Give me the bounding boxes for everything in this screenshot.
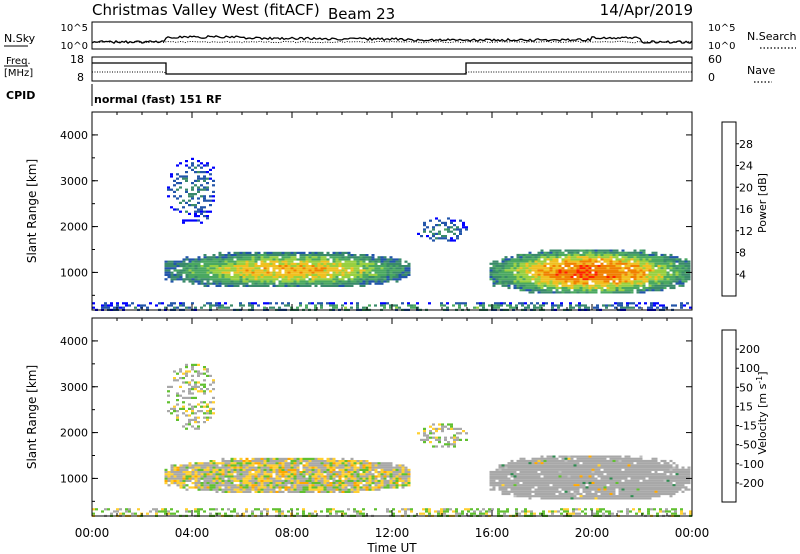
y-tick-label: 4000 (60, 335, 88, 348)
velocity-ylabel: Slant Range [km] (25, 365, 39, 469)
colorbar-tick-label: 200 (739, 343, 760, 356)
colorbar-tick-label: 20 (739, 181, 753, 194)
colorbar-tick-label: 50 (739, 381, 753, 394)
y-tick-label: 2000 (60, 221, 88, 234)
velocity-y-ticks: 4000 3000 2000 1000 (60, 335, 692, 502)
colorbar-tick-label: 15 (739, 400, 753, 413)
x-tick-label: 16:00 (475, 526, 510, 540)
freq-tick-top: 18 (70, 53, 84, 66)
time-axis-labels: 00:00 04:00 08:00 12:00 16:00 20:00 00:00 (75, 526, 710, 540)
nsky-trace (91, 35, 693, 45)
power-colorbar: 28 24 20 16 12 8 4 (721, 121, 753, 297)
colorbar-tick-label: 100 (739, 362, 760, 375)
power-x-ticks (91, 112, 693, 310)
cpid-value: normal (fast) 151 RF (94, 93, 222, 106)
frequency-panel: Freq. [MHz] 18 8 60 0 Nave (4, 53, 775, 84)
x-tick-label: 20:00 (575, 526, 610, 540)
x-tick-label: 12:00 (375, 526, 410, 540)
nsearch-tick-top: 10^5 (708, 23, 735, 34)
velocity-x-ticks (91, 318, 693, 516)
y-tick-label: 1000 (60, 472, 88, 485)
velocity-echo-region-0 (164, 457, 411, 493)
nsky-tick-bottom: 10^0 (61, 41, 88, 52)
beam-label: Beam 23 (328, 5, 395, 23)
power-echo-region-2 (167, 157, 215, 224)
colorbar-tick-label: -100 (739, 458, 764, 471)
colorbar-tick-label: -50 (739, 439, 757, 452)
nave-trace (92, 71, 692, 75)
cpid-panel: CPID normal (fast) 151 RF (6, 84, 222, 106)
colorbar-tick-label: 8 (739, 247, 746, 260)
power-panel: Slant Range [km] 4000 3000 2000 1000 28 24 20… (25, 111, 769, 311)
nsky-label: N.Sky (4, 32, 36, 45)
velocity-colorbar: 200 100 50 15 -15 -50 -100 -200 (721, 329, 764, 503)
nave-tick-top: 60 (708, 53, 722, 66)
cpid-label: CPID (6, 89, 35, 102)
frequency-panel-frame (91, 56, 693, 82)
velocity-echo-region-2 (167, 363, 215, 430)
power-echo-region-0 (164, 251, 411, 287)
colorbar-tick-label: 28 (739, 138, 753, 151)
y-tick-label: 3000 (60, 175, 88, 188)
frequency-trace (92, 62, 692, 75)
plot-title: Christmas Valley West (fitACF) (92, 1, 320, 19)
nsearch-label: N.Search (747, 30, 797, 43)
nsky-tick-top: 10^5 (61, 23, 88, 34)
nsearch-tick-bottom: 10^0 (708, 41, 735, 52)
freq-label-line1: Freq. (6, 56, 31, 67)
velocity-data-layer (92, 363, 692, 517)
velocity-colorbar-label: Velocity [m s-1] (755, 371, 770, 454)
y-tick-label: 3000 (60, 381, 88, 394)
velocity-panel: Slant Range [km] 4000 3000 2000 1000 200 100… (25, 317, 770, 517)
colorbar-tick-label: 4 (739, 268, 746, 281)
velocity-echo-region-3 (417, 423, 468, 448)
nsearch-trace (91, 40, 693, 44)
x-axis-label: Time UT (366, 541, 417, 554)
colorbar-tick-label: -200 (739, 477, 764, 490)
power-colorbar-label: Power [dB] (756, 173, 769, 233)
x-tick-label: 00:00 (675, 526, 710, 540)
x-tick-label: 00:00 (75, 526, 110, 540)
nave-tick-bottom: 0 (708, 71, 715, 84)
y-tick-label: 1000 (60, 266, 88, 279)
colorbar-tick-label: 12 (739, 225, 753, 238)
y-tick-label: 2000 (60, 427, 88, 440)
noise-panel: N.Sky 10^5 10^0 10^5 10^0 N.Search (4, 21, 797, 52)
freq-tick-bottom: 8 (77, 71, 84, 84)
x-tick-label: 08:00 (275, 526, 310, 540)
power-echo-region-1 (489, 249, 691, 294)
power-data-layer (92, 157, 692, 311)
date-label: 14/Apr/2019 (600, 1, 693, 19)
power-ylabel: Slant Range [km] (25, 159, 39, 263)
colorbar-tick-label: 16 (739, 203, 753, 216)
power-y-ticks: 4000 3000 2000 1000 (60, 129, 692, 296)
freq-label-line2: [MHz] (4, 68, 33, 79)
noise-panel-frame (91, 21, 693, 50)
colorbar-tick-label: 24 (739, 160, 753, 173)
nave-label: Nave (747, 64, 775, 77)
velocity-echo-region-1 (489, 455, 691, 500)
x-tick-label: 04:00 (175, 526, 210, 540)
power-echo-region-3 (417, 217, 468, 242)
colorbar-tick-label: -15 (739, 420, 757, 433)
y-tick-label: 4000 (60, 129, 88, 142)
